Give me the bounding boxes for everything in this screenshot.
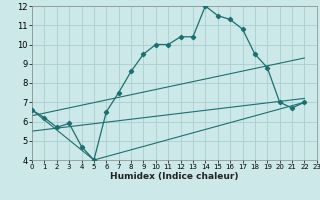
X-axis label: Humidex (Indice chaleur): Humidex (Indice chaleur) bbox=[110, 172, 239, 181]
